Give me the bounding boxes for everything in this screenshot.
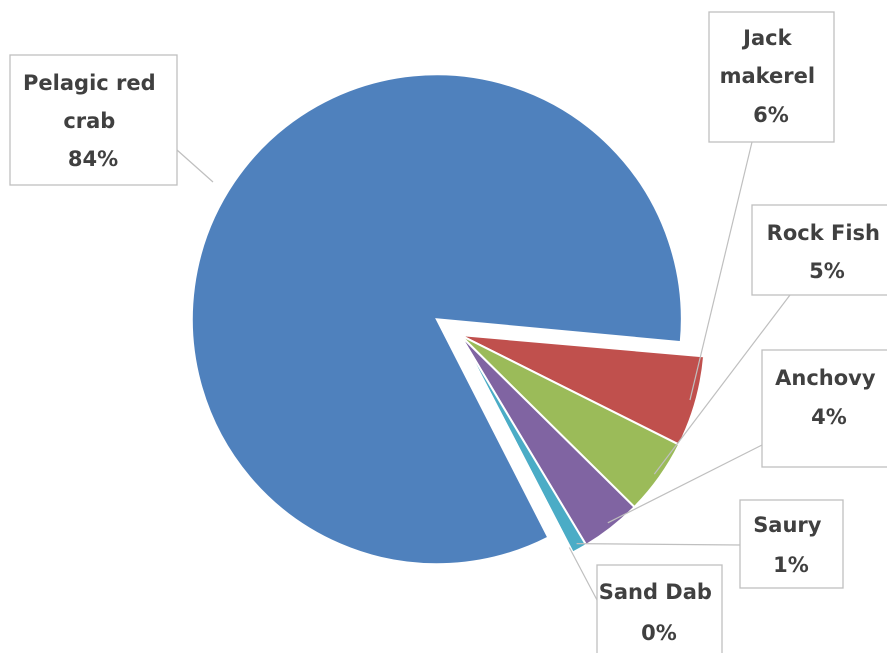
label-pelagic-red-crab-line1: Pelagic red: [23, 71, 156, 95]
label-anchovy: Anchovy 4%: [761, 349, 887, 468]
label-rock-fish: Rock Fish 5%: [751, 204, 887, 296]
label-jack-makerel: Jack makerel 6%: [708, 11, 835, 143]
label-saury-line1: Saury: [753, 513, 822, 537]
label-sand-dab-value: 0%: [641, 621, 677, 645]
label-anchovy-line1: Anchovy: [775, 366, 876, 390]
leader-lines: [176, 141, 791, 601]
label-rock-fish-value: 5%: [809, 259, 845, 283]
label-pelagic-red-crab-value: 84%: [68, 147, 118, 171]
leader-anchovy: [607, 444, 763, 524]
label-rock-fish-line1: Rock Fish: [767, 221, 880, 245]
svg-text:Saury 1%: Saury 1%: [753, 513, 829, 577]
label-jack-makerel-line1: Jack: [741, 26, 792, 50]
leader-rock-fish: [653, 294, 791, 475]
label-saury-value: 1%: [773, 553, 809, 577]
leader-pelagic-red-crab: [176, 149, 214, 183]
leader-saury: [576, 543, 741, 546]
label-sand-dab-line1: Sand Dab: [599, 580, 712, 604]
label-jack-makerel-value: 6%: [753, 103, 789, 127]
svg-text:Jack makerel 6%: Jack makerel 6%: [720, 26, 823, 127]
label-pelagic-red-crab: Pelagic red crab 84%: [9, 54, 178, 186]
svg-text:Sand Dab 0%: Sand Dab 0%: [599, 580, 720, 645]
svg-text:Rock Fish 5%: Rock Fish 5%: [767, 221, 887, 283]
leader-sand-dab: [568, 547, 598, 601]
label-saury: Saury 1%: [739, 499, 844, 589]
label-sand-dab: Sand Dab 0%: [596, 564, 723, 653]
pie-slices: [190, 73, 706, 566]
leader-jack-makerel: [689, 141, 753, 401]
svg-text:Pelagic red crab 8: Pelagic red crab 84%: [23, 71, 163, 171]
label-pelagic-red-crab-line2: crab: [63, 109, 115, 133]
label-anchovy-value: 4%: [811, 405, 847, 429]
svg-text:Anchovy 4%: Anchovy 4%: [775, 366, 883, 429]
slice-pelagic-red-crab: [190, 73, 683, 566]
label-jack-makerel-line2: makerel: [720, 64, 816, 88]
